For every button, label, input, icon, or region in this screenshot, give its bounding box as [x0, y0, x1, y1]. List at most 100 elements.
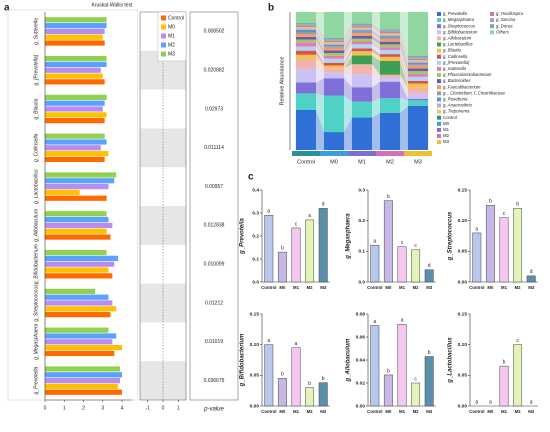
bar — [499, 217, 509, 283]
y-tick-label: 0.0 — [358, 279, 365, 285]
legend-label: g_Faecalibacterium — [443, 84, 481, 89]
legend-swatch — [437, 115, 441, 120]
flow-connector — [400, 30, 408, 59]
y-tick-label: 0.15 — [250, 311, 260, 317]
significance-letter: b — [516, 202, 519, 208]
flow-connector — [316, 78, 324, 96]
bar-segment — [407, 60, 429, 62]
flow-connector — [372, 112, 380, 150]
x-tick-label: Control — [261, 409, 276, 414]
bar-segment — [323, 42, 345, 44]
significance-letter: a — [267, 209, 270, 215]
bar — [45, 345, 122, 351]
flow-connector — [344, 24, 352, 41]
legend-label: M3 — [443, 139, 450, 144]
y-tick-label: 0.06 — [356, 334, 366, 340]
category-label: g_Blautia — [33, 98, 39, 119]
bar-segment — [295, 34, 317, 37]
legend-label: Control — [443, 115, 457, 120]
significance-letter: c — [516, 338, 519, 344]
y-tick-label: 0.1 — [358, 249, 365, 255]
significance-letter: a — [475, 226, 478, 232]
flow-connector — [400, 34, 408, 63]
legend-swatch — [490, 12, 494, 16]
legend-swatch — [437, 97, 441, 102]
significance-letter: b — [503, 359, 506, 365]
bar-segment — [351, 64, 373, 75]
bar — [45, 273, 113, 279]
bar — [370, 244, 380, 283]
flow-connector — [400, 29, 408, 58]
x-tick-label: M3 — [414, 159, 422, 165]
bar-segment — [379, 98, 401, 113]
bar-segment — [323, 44, 345, 47]
p-value: 0.012838 — [204, 223, 225, 229]
bar — [513, 344, 523, 407]
significance-letter: b — [308, 381, 311, 387]
significance-letter: a — [373, 239, 376, 245]
flow-connector — [372, 33, 380, 42]
bar — [45, 79, 105, 85]
x-tick-label: 2 — [82, 405, 85, 411]
x-tick-label: Control — [367, 285, 382, 290]
x-tick-label: M3 — [528, 285, 535, 290]
bar-segment — [351, 24, 373, 27]
bar-segment — [323, 37, 345, 40]
bar-segment — [379, 112, 401, 150]
bar-segment — [295, 27, 317, 29]
category-label: g_[Prevotella] — [33, 54, 39, 85]
bar-segment — [379, 37, 401, 39]
bar-segment — [295, 68, 317, 83]
group-strip — [320, 151, 348, 156]
bar-segment — [407, 100, 429, 106]
flow-connector — [400, 36, 408, 65]
legend-label: g__Clostridium_f_Clostridiaceae — [443, 90, 505, 95]
bar-segment — [379, 34, 401, 37]
bar — [264, 344, 274, 407]
bar — [485, 205, 495, 283]
x-tick-label: M2 — [413, 409, 420, 414]
bar — [45, 366, 121, 372]
p-value: 0.036675 — [204, 378, 225, 384]
bar — [424, 269, 434, 283]
bar-segment — [379, 32, 401, 34]
flow-connector — [372, 30, 380, 38]
bar-segment — [323, 53, 345, 56]
legend-label: g_Megasphaera — [443, 17, 475, 22]
legend-label: g_Sutterella — [443, 66, 467, 71]
bar — [305, 219, 315, 283]
bar — [45, 118, 105, 124]
legend-label: g_Dorea — [496, 23, 513, 28]
bar — [318, 208, 328, 283]
bar — [45, 255, 119, 261]
legend-swatch — [161, 51, 166, 57]
bar — [45, 55, 107, 62]
bar-segment — [379, 33, 401, 35]
bar — [526, 275, 536, 283]
legend-swatch — [161, 24, 166, 30]
bar-segment — [351, 41, 373, 45]
x-tick-label: M3 — [528, 409, 535, 414]
flow-connector — [400, 98, 408, 113]
x-tick-label: M2 — [413, 285, 420, 290]
bar-segment — [323, 95, 345, 133]
legend-label: g_Allobaculum — [443, 36, 472, 41]
bar — [45, 222, 113, 229]
legend-swatch — [161, 33, 166, 39]
bar-segment — [407, 76, 429, 81]
category-label: g_Megasphaera — [33, 324, 39, 360]
y-tick-label: 0.00 — [458, 279, 468, 285]
x-tick-label: 1 — [63, 405, 66, 411]
y-tick-label: 0.10 — [458, 218, 468, 224]
category-label: g_Prevotella — [33, 366, 39, 394]
bar-segment — [407, 87, 429, 94]
flow-connector — [344, 64, 352, 75]
bar-segment — [407, 71, 429, 74]
legend-swatch — [437, 54, 441, 59]
bar-segment — [379, 77, 401, 82]
bar-segment — [407, 80, 429, 84]
bar — [45, 61, 107, 67]
bar — [45, 216, 109, 223]
flow-connector — [372, 36, 380, 45]
legend-swatch — [437, 140, 441, 145]
